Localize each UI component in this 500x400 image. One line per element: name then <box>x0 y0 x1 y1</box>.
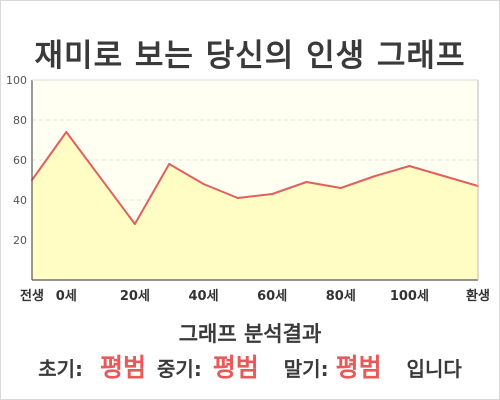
data-point <box>65 131 68 133</box>
data-point <box>133 223 136 225</box>
late-label: 말기: <box>283 357 329 381</box>
x-tick-label: 80세 <box>326 289 356 304</box>
analysis-result-line: 초기: 평범 중기: 평범 말기: 평범 입니다 <box>0 348 500 384</box>
data-point <box>168 163 171 165</box>
y-tick-label: 20 <box>13 234 27 247</box>
y-tick-label: 40 <box>13 194 27 207</box>
data-points <box>31 131 479 225</box>
data-point <box>442 175 445 177</box>
life-area-fill <box>32 132 478 280</box>
middle-value: 평범 <box>212 353 259 382</box>
analysis-heading: 그래프 분석결과 <box>178 322 322 346</box>
chart-title: 재미로 보는 당신의 인생 그래프 <box>34 38 466 74</box>
y-tick-label: 80 <box>13 114 27 127</box>
x-tick-labels: 전생 0세 20세 40세 60세 80세 100세 환생 <box>20 288 490 304</box>
data-point <box>271 193 274 195</box>
middle-label: 중기: <box>157 357 202 381</box>
result-suffix: 입니다 <box>406 357 462 381</box>
early-value: 평범 <box>100 353 147 382</box>
x-tick-label: 20세 <box>120 289 150 304</box>
late-value: 평범 <box>335 353 382 382</box>
x-tick-label: 0세 <box>56 289 77 304</box>
axes <box>31 79 479 281</box>
y-tick-label: 100 <box>6 74 27 87</box>
data-point <box>339 187 342 189</box>
x-tick-label: 전생 <box>20 288 44 304</box>
x-tick-label: 환생 <box>466 288 490 304</box>
x-tick-label: 100세 <box>390 289 429 304</box>
x-tick-label: 60세 <box>257 289 287 304</box>
data-point <box>374 175 377 177</box>
x-tick-label: 40세 <box>189 289 219 304</box>
y-tick-label: 60 <box>13 154 27 167</box>
data-point <box>236 197 239 199</box>
data-point <box>408 165 411 167</box>
data-point <box>305 181 308 183</box>
early-label: 초기: <box>38 357 84 381</box>
y-tick-labels: 20 40 60 80 100 <box>6 74 27 247</box>
data-point <box>202 183 205 185</box>
